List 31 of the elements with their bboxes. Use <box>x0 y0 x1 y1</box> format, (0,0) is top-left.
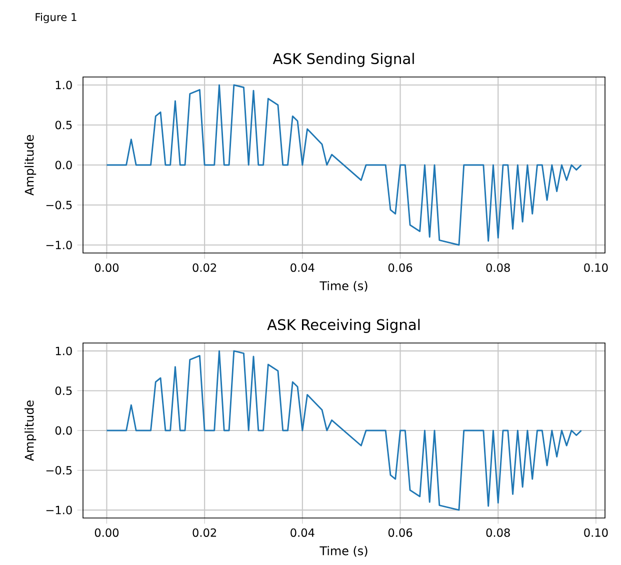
y-tick-label: −0.5 <box>46 466 72 475</box>
x-tick-label: 0.08 <box>486 528 510 537</box>
x-tick-label: 0.00 <box>94 528 119 537</box>
y-tick-label: −1.0 <box>46 240 72 250</box>
y-tick-label: −1.0 <box>46 506 72 514</box>
x-axis-title: Time (s) <box>320 546 368 557</box>
chart-title: ASK Receiving Signal <box>267 318 420 333</box>
line-series <box>106 84 582 246</box>
x-tick-label: 0.02 <box>192 263 216 272</box>
x-tick-label: 0.02 <box>192 528 216 537</box>
y-tick-label: 0.0 <box>55 426 72 435</box>
x-axis-title: Time (s) <box>320 281 368 292</box>
x-tick-label: 0.10 <box>584 263 608 272</box>
y-tick-label: −0.5 <box>46 200 72 210</box>
chart-title: ASK Sending Signal <box>272 52 414 67</box>
y-axis-title: Amplitude <box>24 400 36 462</box>
x-tick-label: 0.04 <box>290 263 314 272</box>
x-tick-label: 0.04 <box>290 528 314 537</box>
x-tick-label: 0.10 <box>584 528 608 537</box>
y-tick-label: 1.0 <box>56 346 72 356</box>
y-tick-label: 0.5 <box>55 386 72 396</box>
y-tick-label: 0.5 <box>55 120 72 130</box>
y-tick-label: 1.0 <box>56 80 72 90</box>
line-series <box>106 350 582 511</box>
x-tick-label: 0.06 <box>388 263 412 272</box>
x-tick-label: 0.06 <box>388 528 412 537</box>
y-tick-label: 0.0 <box>55 160 72 170</box>
y-axis-title: Amplitude <box>24 134 36 196</box>
x-tick-label: 0.08 <box>486 263 510 272</box>
caption: Figure 1 <box>36 12 76 24</box>
x-tick-label: 0.00 <box>94 263 119 272</box>
